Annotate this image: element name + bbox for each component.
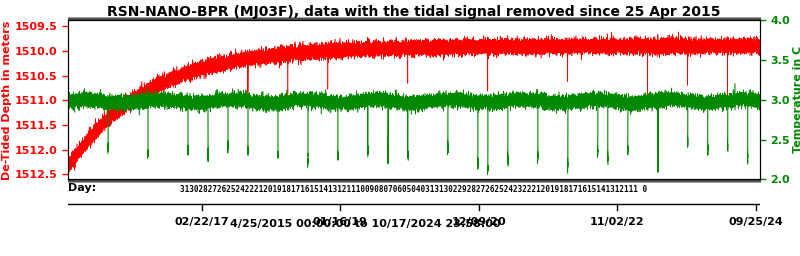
Text: 12/09/20: 12/09/20 <box>451 217 506 227</box>
Text: 09/25/24: 09/25/24 <box>728 217 783 227</box>
Text: Day:: Day: <box>68 183 96 193</box>
Title: RSN-NANO-BPR (MJ03F), data with the tidal signal removed since 25 Apr 2015: RSN-NANO-BPR (MJ03F), data with the tida… <box>107 5 721 19</box>
Text: 4/25/2015 00:00:00 to 10/17/2024 23:58:00: 4/25/2015 00:00:00 to 10/17/2024 23:58:0… <box>230 219 501 229</box>
Text: 02/22/17: 02/22/17 <box>174 217 229 227</box>
Y-axis label: De-Tided Depth in meters: De-Tided Depth in meters <box>2 20 12 179</box>
Y-axis label: Temperature in C: Temperature in C <box>793 46 800 153</box>
Text: 31302827262524222120191817161514131211100908070605040313130229282726252423222120: 3130282726252422212019181716151413121110… <box>181 185 647 194</box>
Text: 11/02/22: 11/02/22 <box>590 217 645 227</box>
Text: 01/16/19: 01/16/19 <box>313 217 368 227</box>
